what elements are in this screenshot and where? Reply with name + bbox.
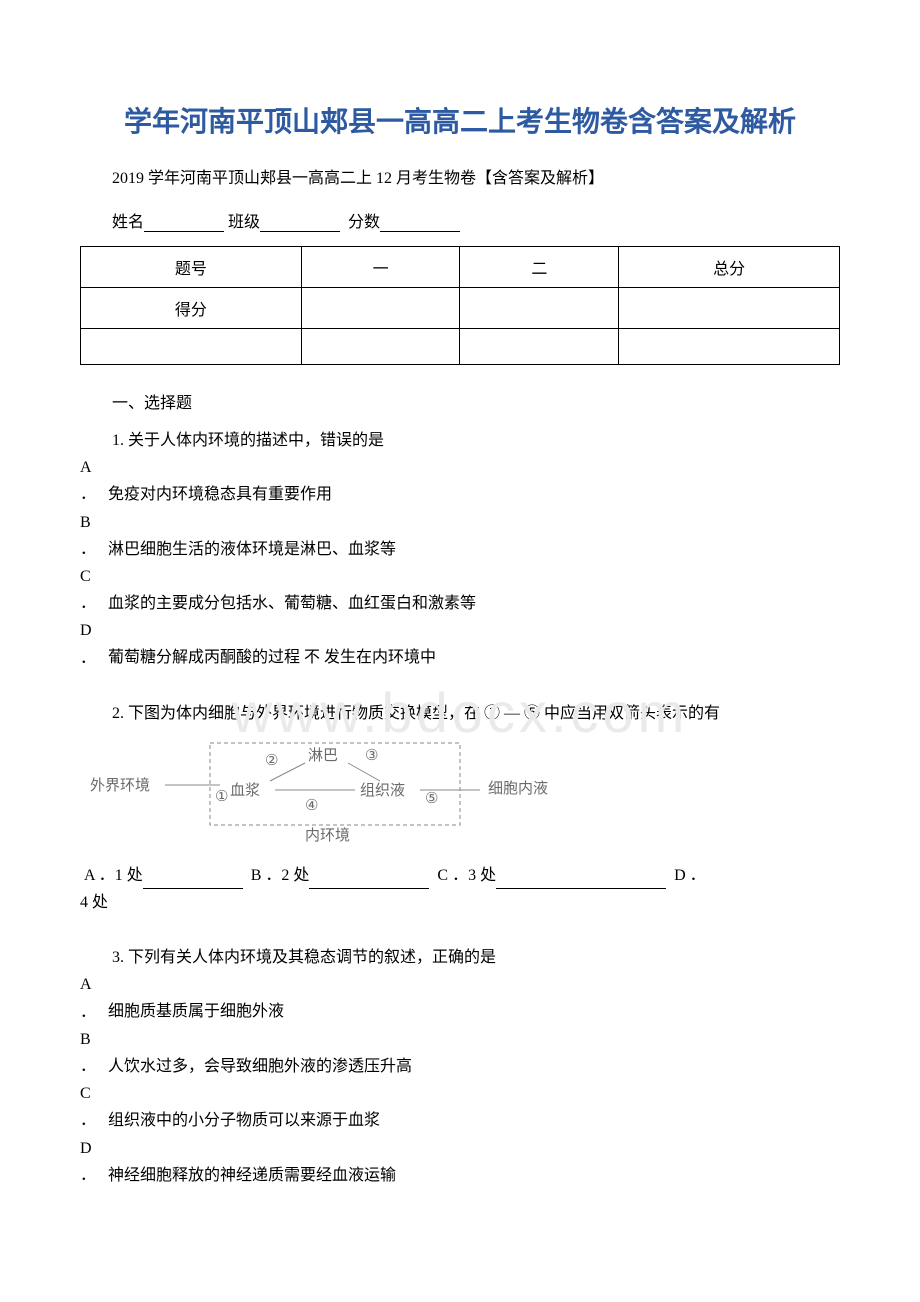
name-label: 姓名 <box>112 214 144 231</box>
option-text: 3 处 <box>468 867 496 884</box>
table-cell: 一 <box>301 247 460 288</box>
score-table: 题号 一 二 总分 得分 <box>80 246 840 365</box>
table-cell <box>301 288 460 329</box>
option-text: 4 处 <box>80 894 108 911</box>
option-text: 血浆的主要成分包括水、葡萄糖、血红蛋白和激素等 <box>108 595 476 612</box>
table-cell <box>460 329 619 365</box>
table-cell: 题号 <box>81 247 302 288</box>
table-cell <box>619 329 840 365</box>
table-row: 得分 <box>81 288 840 329</box>
table-cell <box>81 329 302 365</box>
class-label: 班级 <box>228 214 260 231</box>
answer-blank[interactable] <box>496 871 666 889</box>
option-text: 2 处 <box>281 867 309 884</box>
subtitle: 2019 学年河南平顶山郏县一高高二上 12 月考生物卷【含答案及解析】 <box>80 164 840 188</box>
answer-blank[interactable] <box>143 871 243 889</box>
question-1: 1. 关于人体内环境的描述中，错误的是 A ．免疫对内环境稳态具有重要作用 B … <box>80 427 840 672</box>
class-blank[interactable] <box>260 214 340 232</box>
question-stem: 1. 关于人体内环境的描述中，错误的是 <box>80 427 840 454</box>
diagram-label-internal-env: 内环境 <box>305 826 350 844</box>
section-heading: 一、选择题 <box>80 389 840 413</box>
table-cell <box>619 288 840 329</box>
diagram-circle-1: ① <box>215 789 228 805</box>
option-text: 葡萄糖分解成丙酮酸的过程 不 发生在内环境中 <box>108 650 436 667</box>
option-text: 神经细胞释放的神经递质需要经血液运输 <box>108 1167 396 1184</box>
diagram-circle-3: ③ <box>365 748 378 764</box>
question-2: 2. 下图为体内细胞与外界环境进行物质交换模型，在 ① — ⑤ 中应当用双箭头表… <box>80 700 840 917</box>
diagram-label-lymph: 淋巴 <box>308 747 338 764</box>
option-b: B ．淋巴细胞生活的液体环境是淋巴、血浆等 <box>80 509 840 563</box>
diagram-label-intracellular: 细胞内液 <box>488 780 548 797</box>
option-text: 组织液中的小分子物质可以来源于血浆 <box>108 1112 380 1129</box>
name-class-score-line: 姓名 班级 分数 <box>80 208 840 232</box>
table-row <box>81 329 840 365</box>
option-d: D ．神经细胞释放的神经递质需要经血液运输 <box>80 1135 840 1189</box>
name-blank[interactable] <box>144 214 224 232</box>
page-title: 学年河南平顶山郏县一高高二上考生物卷含答案及解析 <box>80 100 840 140</box>
q2-options-line: A ．1 处 B ．2 处 C ．3 处 D ． 4 处 <box>80 862 840 916</box>
table-cell: 二 <box>460 247 619 288</box>
option-text: 1 处 <box>115 867 143 884</box>
table-cell <box>301 329 460 365</box>
diagram-label-plasma: 血浆 <box>230 781 260 799</box>
option-text: 免疫对内环境稳态具有重要作用 <box>108 486 332 503</box>
option-a: A ．细胞质基质属于细胞外液 <box>80 971 840 1025</box>
option-text: 淋巴细胞生活的液体环境是淋巴、血浆等 <box>108 541 396 558</box>
diagram-label-tissue: 组织液 <box>360 782 405 799</box>
score-blank[interactable] <box>380 214 460 232</box>
question-stem: 3. 下列有关人体内环境及其稳态调节的叙述，正确的是 <box>80 944 840 971</box>
diagram-circle-4: ④ <box>305 798 318 814</box>
table-row: 题号 一 二 总分 <box>81 247 840 288</box>
option-text: 人饮水过多，会导致细胞外液的渗透压升高 <box>108 1058 412 1075</box>
score-label: 分数 <box>348 214 380 231</box>
diagram-circle-2: ② <box>265 753 278 769</box>
question-stem: 2. 下图为体内细胞与外界环境进行物质交换模型，在 ① — ⑤ 中应当用双箭头表… <box>80 700 840 727</box>
table-cell: 得分 <box>81 288 302 329</box>
option-text: 细胞质基质属于细胞外液 <box>108 1004 284 1021</box>
table-cell <box>460 288 619 329</box>
option-b: B ．人饮水过多，会导致细胞外液的渗透压升高 <box>80 1026 840 1080</box>
option-c: C ．血浆的主要成分包括水、葡萄糖、血红蛋白和激素等 <box>80 563 840 617</box>
exchange-diagram: 外界环境 ① 血浆 ② 淋巴 ③ ④ 组织液 ⑤ 细胞内液 内环境 <box>80 735 840 850</box>
answer-blank[interactable] <box>309 871 429 889</box>
diagram-circle-5: ⑤ <box>425 791 438 807</box>
question-3: 3. 下列有关人体内环境及其稳态调节的叙述，正确的是 A ．细胞质基质属于细胞外… <box>80 944 840 1189</box>
table-cell: 总分 <box>619 247 840 288</box>
option-a: A ．免疫对内环境稳态具有重要作用 <box>80 454 840 508</box>
diagram-label-external: 外界环境 <box>90 776 150 794</box>
option-c: C ．组织液中的小分子物质可以来源于血浆 <box>80 1080 840 1134</box>
option-d: D ．葡萄糖分解成丙酮酸的过程 不 发生在内环境中 <box>80 617 840 671</box>
